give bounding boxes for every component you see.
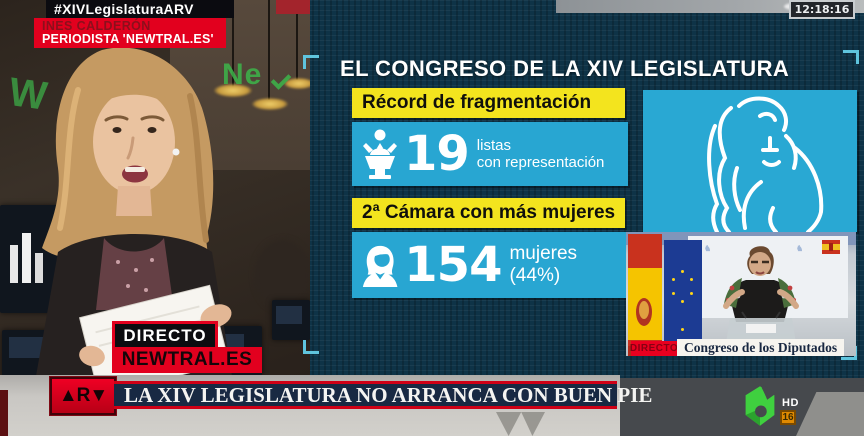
newtral-source-tag: NEWTRAL.ES <box>112 347 262 373</box>
stat2-box: 154 mujeres (44%) <box>352 232 628 298</box>
infographic-title: EL CONGRESO DE LA XIV LEGISLATURA <box>340 56 790 81</box>
arv-logo-glyphs: ▲R▼ <box>58 385 108 406</box>
feed-caption-label: Congreso de los Diputados <box>684 340 838 355</box>
stat2-banner: 2ª Cámara con más mujeres <box>352 198 625 228</box>
spain-emblem-icon <box>822 240 840 254</box>
ceiling-light <box>284 78 310 89</box>
stat2-value: 154 <box>404 237 502 293</box>
directo-label: DIRECTO <box>123 326 207 345</box>
lamp-cord <box>232 0 234 88</box>
lamp-cord <box>268 0 270 100</box>
age-rating-badge: 16 <box>780 410 796 425</box>
feed-directo-label: DIRECTO <box>629 343 679 354</box>
stat1-value: 19 <box>404 126 470 182</box>
ticker-headline-text: LA XIV LEGISLATURA NO ARRANCA CON BUEN P… <box>124 382 653 407</box>
stat1-banner-text: Récord de fragmentación <box>362 92 592 113</box>
clock-time: 12:18:16 <box>794 3 850 16</box>
reporter-name: INES CALDERÓN <box>42 18 151 33</box>
backdrop-watermark: ♞ <box>796 244 805 253</box>
podium-speaker-icon <box>363 129 397 179</box>
hashtag-text: #XIVLegislaturaARV <box>54 1 194 17</box>
ceiling-light <box>252 98 288 110</box>
congress-lion-panel <box>643 90 857 234</box>
stat2-label: mujeres (44%) <box>509 243 578 286</box>
stat1-line2: con representación <box>476 154 605 171</box>
woman-icon <box>362 245 398 288</box>
hd-badge: HD <box>782 397 799 409</box>
age-rating-label: 16 <box>782 412 794 423</box>
spain-flag <box>628 234 662 356</box>
stat1-line1: listas <box>476 136 511 154</box>
hashtag-banner: #XIVLegislaturaARV <box>46 0 234 18</box>
corner-bracket-icon <box>303 340 319 354</box>
broadcast-clock: 12:18:16 <box>789 0 855 19</box>
stat2-banner-text: 2ª Cámara con más mujeres <box>362 202 616 223</box>
corner-bracket-icon <box>843 50 859 64</box>
stat1-banner: Récord de fragmentación <box>352 88 625 118</box>
ticker-headline-bar: LA XIV LEGISLATURA NO ARRANCA CON BUEN P… <box>114 381 652 409</box>
stat1-label: listas con representación <box>477 137 605 172</box>
background-person <box>255 240 310 310</box>
stat1-box: 19 listas con representación <box>352 122 628 186</box>
reporter-illustration <box>36 47 232 376</box>
lamp-cord <box>296 0 298 80</box>
corner-bracket-icon <box>303 55 319 69</box>
red-decor <box>276 0 310 14</box>
lion-illustration <box>707 96 824 234</box>
reporter-id-banner: INES CALDERÓN PERIODISTA 'NEWTRAL.ES' <box>34 18 226 48</box>
feed-directo-tag: DIRECTO <box>629 341 679 356</box>
lasexta-logo <box>745 384 777 426</box>
reporter-role: PERIODISTA 'NEWTRAL.ES' <box>42 32 214 46</box>
hd-label: HD <box>782 397 799 409</box>
backdrop-watermark: ♞ <box>704 244 713 253</box>
feed-caption-tag: Congreso de los Diputados <box>677 339 845 356</box>
eu-flag <box>664 240 702 352</box>
source-label: NEWTRAL.ES <box>121 349 253 370</box>
monitor <box>0 205 58 313</box>
reporter-video: Ne W <box>0 0 310 376</box>
ceiling-light <box>214 84 252 97</box>
studio-red-edge <box>0 390 8 436</box>
monitor <box>272 300 310 340</box>
newtral-wall-logo: Ne <box>222 58 263 91</box>
arv-logo: ▲R▼ <box>50 377 116 415</box>
press-feed-video: ♞ ♞ ▵▵ <box>626 232 856 356</box>
